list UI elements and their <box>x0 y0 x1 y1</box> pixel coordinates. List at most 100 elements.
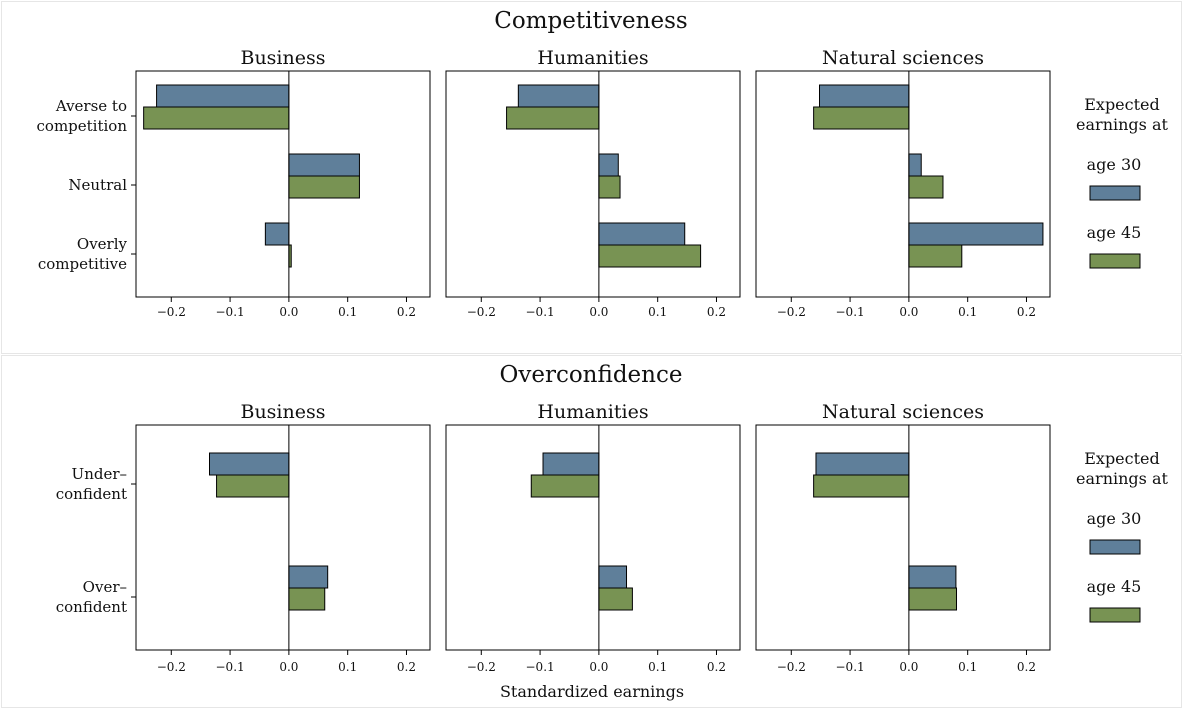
bar-age45 <box>530 474 600 498</box>
panel-title: Natural sciences <box>822 47 984 69</box>
x-axis-label: Standardized earnings <box>500 682 684 701</box>
panel-title: Humanities <box>537 401 648 423</box>
bar-age45 <box>813 106 910 130</box>
x-tick-label: 0.1 <box>958 305 977 319</box>
x-tick-label: 0.0 <box>899 660 918 674</box>
x-tick-label: −0.1 <box>526 305 555 319</box>
x-tick-label: −0.2 <box>467 660 496 674</box>
x-tick-label: 0.2 <box>397 305 416 319</box>
x-tick-label: −0.2 <box>157 660 186 674</box>
x-tick-label: 0.1 <box>648 305 667 319</box>
x-tick-label: −0.1 <box>216 305 245 319</box>
x-tick-label: 0.2 <box>1017 305 1036 319</box>
block-frame <box>1 1 1182 354</box>
bar-age30 <box>908 153 922 177</box>
category-label: Under– <box>72 465 127 483</box>
block-frame <box>1 355 1182 708</box>
panel-title: Humanities <box>537 47 648 69</box>
bar-age30 <box>908 565 957 589</box>
bar-age45 <box>598 175 621 199</box>
bar-age30 <box>156 84 290 108</box>
chart-block-1: Competitiveness Business −0.2 −0.1 0.0 0.1 0.2… <box>37 8 1169 319</box>
bar-age45 <box>143 106 290 130</box>
x-tick-label: 0.1 <box>338 660 357 674</box>
category-label: Over– <box>83 578 127 596</box>
category-label: competition <box>37 117 128 135</box>
bar-age30 <box>598 153 619 177</box>
bar-age45 <box>216 474 290 498</box>
panel-1: Business −0.2 −0.1 0.0 0.1 0.2 <box>135 401 431 674</box>
x-tick-label: 0.2 <box>1017 660 1036 674</box>
x-tick-label: 0.1 <box>958 660 977 674</box>
chart-title: Competitiveness <box>494 8 687 34</box>
x-tick-label: 0.2 <box>397 660 416 674</box>
bar-age45 <box>506 106 600 130</box>
category-label: competitive <box>38 255 127 273</box>
x-tick-label: −0.1 <box>526 660 555 674</box>
x-tick-label: −0.2 <box>777 305 806 319</box>
legend-label-age45: age 45 <box>1087 577 1142 596</box>
bar-age30 <box>598 565 628 589</box>
x-tick-label: 0.1 <box>648 660 667 674</box>
legend-title: earnings at <box>1076 469 1168 488</box>
x-tick-label: 0.0 <box>589 660 608 674</box>
bar-age30 <box>819 84 910 108</box>
bar-age45 <box>598 587 633 611</box>
panel-3: Natural sciences −0.2 −0.1 0.0 0.1 0.2 <box>755 401 1051 674</box>
x-tick-label: 0.2 <box>707 305 726 319</box>
x-tick-label: −0.2 <box>777 660 806 674</box>
category-label: confident <box>56 598 127 616</box>
legend-swatch-age30 <box>1089 185 1141 201</box>
bar-age30 <box>288 153 360 177</box>
x-tick-label: 0.2 <box>707 660 726 674</box>
bar-age30 <box>815 452 910 476</box>
category-label: Overly <box>77 235 128 253</box>
x-tick-label: 0.0 <box>589 305 608 319</box>
bar-age45 <box>908 175 944 199</box>
bar-age45 <box>288 587 326 611</box>
panel-title: Business <box>240 47 325 69</box>
x-tick-label: 0.0 <box>279 660 298 674</box>
x-tick-label: −0.2 <box>157 305 186 319</box>
panel-1: Business −0.2 −0.1 0.0 0.1 0.2 <box>135 47 431 319</box>
legend-label-age45: age 45 <box>1087 223 1142 242</box>
bar-age30 <box>209 452 290 476</box>
panel-3: Natural sciences −0.2 −0.1 0.0 0.1 0.2 <box>755 47 1051 319</box>
legend-swatch-age45 <box>1089 253 1141 269</box>
bar-age45 <box>908 587 958 611</box>
legend-title: Expected <box>1084 95 1160 114</box>
bar-age30 <box>517 84 600 108</box>
panel-title: Natural sciences <box>822 401 984 423</box>
panel-title: Business <box>240 401 325 423</box>
bar-age30 <box>542 452 600 476</box>
bar-age45 <box>813 474 910 498</box>
bar-age45 <box>288 175 360 199</box>
bar-age30 <box>264 222 290 246</box>
legend-label-age30: age 30 <box>1087 155 1142 174</box>
bar-age30 <box>908 222 1044 246</box>
bar-age30 <box>598 222 686 246</box>
bar-age45 <box>598 244 702 268</box>
category-label: Neutral <box>68 176 127 194</box>
panel-2: Humanities −0.2 −0.1 0.0 0.1 0.2 <box>445 47 741 319</box>
x-tick-label: −0.2 <box>467 305 496 319</box>
chart-title: Overconfidence <box>500 362 683 388</box>
legend-title: Expected <box>1084 449 1160 468</box>
bar-age30 <box>288 565 329 589</box>
x-tick-label: −0.1 <box>836 660 865 674</box>
x-tick-label: 0.0 <box>279 305 298 319</box>
x-tick-label: −0.1 <box>836 305 865 319</box>
x-tick-label: 0.1 <box>338 305 357 319</box>
bar-age45 <box>908 244 963 268</box>
legend-swatch-age45 <box>1089 607 1141 623</box>
category-label: Averse to <box>55 97 127 115</box>
category-label: confident <box>56 485 127 503</box>
x-tick-label: −0.1 <box>216 660 245 674</box>
panel-2: Humanities −0.2 −0.1 0.0 0.1 0.2 <box>445 401 741 674</box>
legend-label-age30: age 30 <box>1087 509 1142 528</box>
x-tick-label: 0.0 <box>899 305 918 319</box>
